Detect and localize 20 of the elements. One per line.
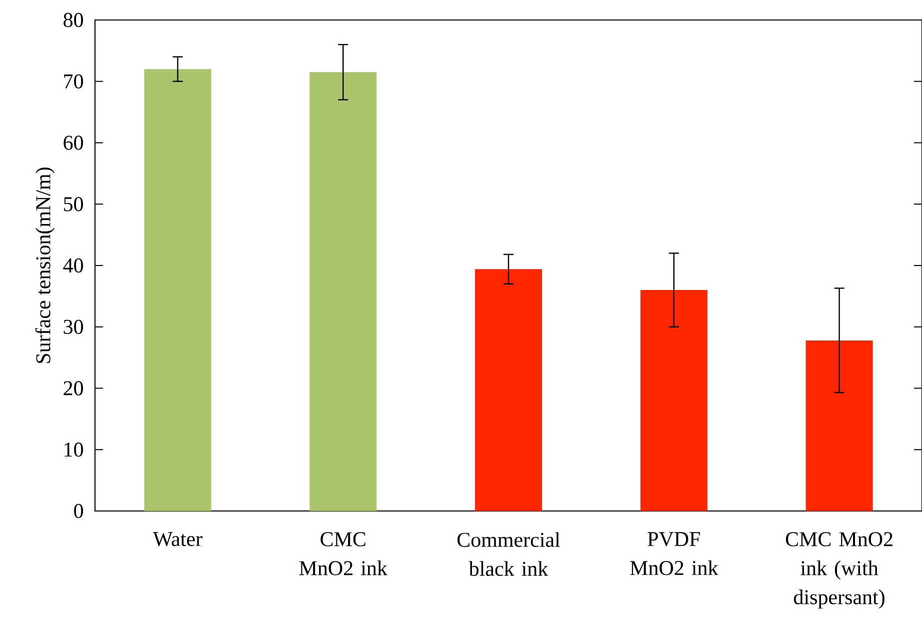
x-tick-label: PVDF MnO2 ink (630, 532, 718, 576)
bar (144, 69, 212, 511)
y-tick-label: 40 (63, 258, 84, 273)
y-tick-label: 0 (74, 504, 84, 518)
x-tick-label: Commercial black ink (457, 532, 560, 576)
x-tick-label: Water (152, 532, 202, 546)
y-tick-label: 80 (64, 12, 84, 28)
bar (806, 340, 873, 511)
y-tick-label: 70 (64, 74, 84, 88)
y-axis-title: Surface tension(mN/m) (35, 168, 55, 363)
x-tick-label: CMC MnO2 ink (with dispersant) (786, 532, 892, 609)
y-tick-label: 20 (64, 381, 84, 396)
y-tick-label: 60 (64, 136, 84, 150)
x-tick-label: CMC MnO2 ink (299, 532, 388, 576)
y-tick-label: 10 (64, 442, 84, 457)
y-tick-label: 50 (64, 197, 84, 212)
y-tick-label: 30 (64, 320, 84, 334)
bar (475, 269, 542, 511)
bar (310, 72, 377, 511)
bar (640, 290, 708, 511)
